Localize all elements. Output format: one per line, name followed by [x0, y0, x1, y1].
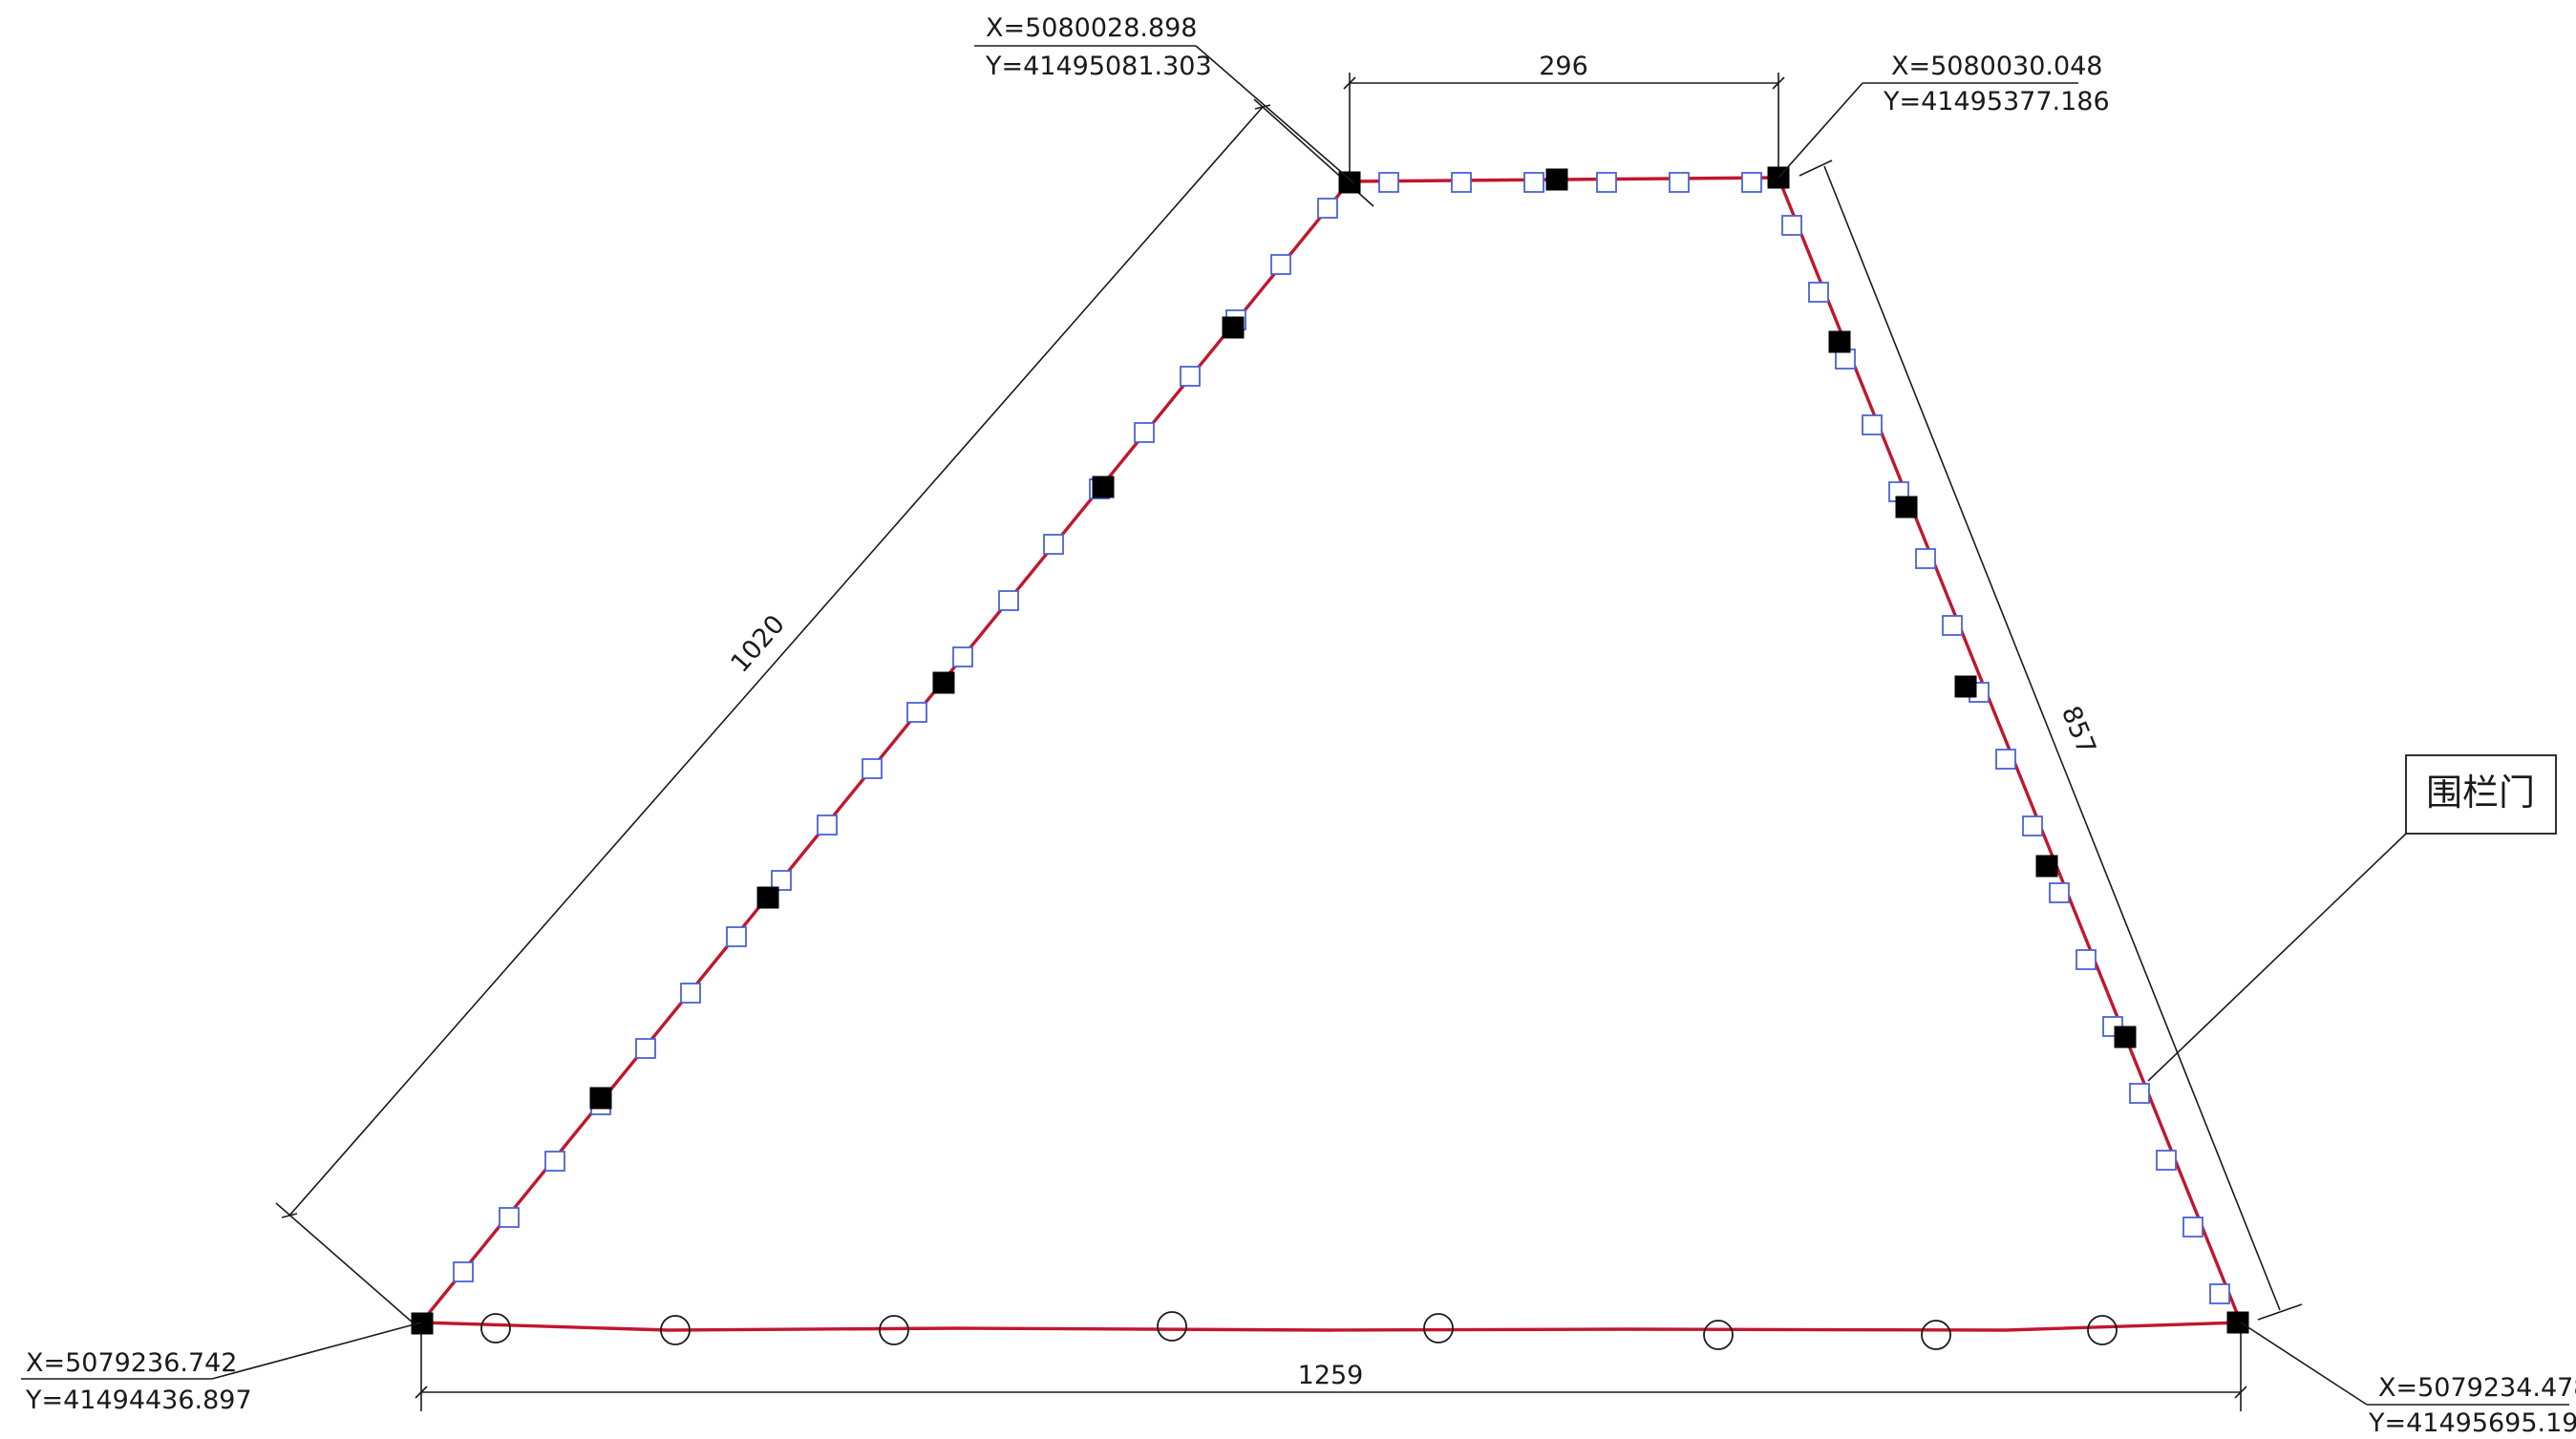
open-post [2182, 1217, 2203, 1238]
solid-post [2226, 1311, 2249, 1334]
corner-label-bottom-left: X=5079236.742 Y=41494436.897 [21, 1322, 422, 1415]
open-post [1180, 366, 1201, 387]
solid-post [2114, 1026, 2137, 1048]
dimension-left: 1020 [275, 98, 1374, 1330]
tree-symbol [480, 1313, 511, 1344]
open-post [1523, 172, 1544, 193]
open-post [998, 590, 1019, 611]
corner-top-left-x: X=5080028.898 [986, 13, 1197, 43]
tree-symbol [879, 1315, 909, 1345]
open-post [1808, 282, 1829, 303]
open-post [1451, 172, 1472, 193]
tree-symbol [1423, 1313, 1454, 1344]
gate-callout-label: 围栏门 [2426, 772, 2535, 814]
corner-top-right-x: X=5080030.048 [1891, 52, 2102, 81]
corner-bottom-right-y: Y=41495695.192 [2368, 1408, 2576, 1438]
open-post [635, 1038, 656, 1059]
corner-bottom-right-x: X=5079234.478 [2378, 1373, 2576, 1403]
tree-row [480, 1311, 2118, 1350]
open-post [862, 758, 883, 779]
tree-symbol [1921, 1320, 1951, 1350]
solid-post [1222, 316, 1245, 339]
solid-post [1338, 171, 1361, 194]
corner-top-right-y: Y=41495377.186 [1883, 87, 2110, 116]
open-post [680, 983, 701, 1004]
dimension-top: 296 [1343, 52, 1785, 180]
open-post [1995, 749, 2016, 770]
solid-post [1895, 496, 1918, 518]
open-post [817, 815, 838, 836]
solid-post [932, 671, 955, 694]
open-post [2076, 949, 2097, 970]
solid-post [756, 886, 779, 909]
solid-post [1545, 168, 1568, 191]
dimension-left-label: 1020 [725, 609, 791, 678]
corner-bottom-left-x: X=5079236.742 [26, 1348, 237, 1378]
tree-symbol [1157, 1311, 1187, 1342]
open-post [2129, 1083, 2150, 1104]
open-post [952, 646, 973, 667]
open-post [1378, 172, 1399, 193]
tree-symbol [2087, 1315, 2118, 1345]
open-post [2156, 1150, 2177, 1171]
corner-top-left-y: Y=41495081.303 [985, 52, 1212, 81]
dimension-right: 857 [1799, 159, 2303, 1321]
open-post [1596, 172, 1617, 193]
dimension-bottom-label: 1259 [1298, 1361, 1364, 1390]
solid-post [2035, 855, 2058, 878]
open-post [1862, 414, 1883, 435]
open-post [2022, 815, 2043, 836]
open-post [1134, 422, 1155, 443]
gate-callout-box [2405, 754, 2557, 835]
corner-label-bottom-right: X=5079234.478 Y=41495695.192 [2240, 1322, 2576, 1438]
open-post [1317, 198, 1338, 219]
open-post [2049, 882, 2070, 903]
open-post [726, 926, 747, 947]
dimension-top-label: 296 [1539, 52, 1588, 81]
tree-symbol [660, 1315, 691, 1345]
gate-callout: 围栏门 [2147, 754, 2557, 1082]
open-post [1942, 615, 1963, 636]
corner-label-top-right: X=5080030.048 Y=41495377.186 [1778, 52, 2110, 179]
solid-post [589, 1087, 612, 1110]
open-post-group [453, 172, 2230, 1304]
solid-post [1954, 675, 1977, 698]
tree-symbol [1703, 1320, 1734, 1350]
open-post [2209, 1283, 2230, 1304]
corner-bottom-left-y: Y=41494436.897 [25, 1386, 252, 1415]
open-post [1781, 215, 1802, 236]
open-post [771, 870, 792, 891]
open-post [453, 1261, 474, 1282]
open-post [1669, 172, 1690, 193]
open-post [544, 1151, 565, 1172]
open-post [1043, 534, 1064, 555]
open-post [906, 702, 927, 723]
open-post [1741, 172, 1762, 193]
open-post [499, 1207, 520, 1228]
corner-label-top-left: X=5080028.898 Y=41495081.303 [974, 13, 1355, 184]
solid-post [1828, 330, 1851, 353]
open-post [1915, 548, 1936, 569]
dimension-bottom: 1259 [415, 1323, 2247, 1411]
open-post [1270, 254, 1291, 275]
dimension-right-label: 857 [2055, 702, 2101, 758]
solid-post [1092, 476, 1115, 498]
solid-post-group [411, 166, 2249, 1335]
solid-post [411, 1312, 434, 1335]
